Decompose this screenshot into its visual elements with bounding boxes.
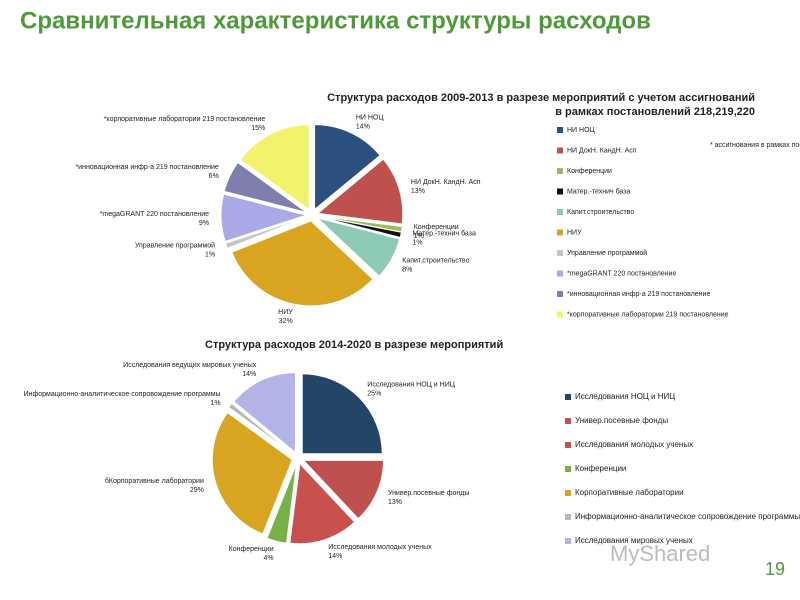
legend-swatch (557, 168, 563, 174)
legend-swatch (565, 466, 571, 472)
slice-label: Исследования ведущих мировых ученых (123, 362, 257, 369)
pie-slice (301, 373, 383, 455)
legend-label: Информационно-аналитическое сопровождени… (575, 512, 800, 521)
pie-slice (266, 463, 298, 544)
slice-label: НИУ (278, 309, 293, 316)
legend-label: *инновационная инфр-а 219 постановление (567, 291, 710, 298)
slice-value-label: 29% (190, 487, 204, 494)
pie-slice (227, 402, 294, 455)
slice-label: Конференции (229, 546, 274, 553)
slice-value-label: 13% (388, 499, 402, 506)
chart-title: Структура расходов 2009-2013 в разрезе м… (327, 92, 755, 104)
legend-label: Конференции (575, 464, 626, 473)
legend-swatch (557, 311, 563, 318)
slice-label: *megaGRANT 220 постановление (100, 211, 209, 218)
annotation: * ассигнования в рамках постановлений (710, 141, 800, 149)
slice-value-label: 8% (402, 266, 412, 273)
legend-swatch (557, 270, 563, 277)
slice-label: бКорпоративные лаборатории (105, 477, 204, 485)
legend-label: НИ ДокН. КандН. Асп (567, 147, 637, 154)
legend-swatch (557, 127, 563, 133)
slice-label: НИ НОЦ (356, 115, 385, 122)
slice-label: НИ ДокН. КандН. Асп (411, 179, 481, 186)
slice-label: Информационно-аналитическое сопровождени… (24, 391, 221, 398)
slice-value-label: 13% (411, 188, 425, 195)
pie-slice (316, 217, 401, 277)
legend-label: *корпоративные лаборатории 219 постановл… (567, 310, 729, 318)
legend-label: НИУ (567, 229, 582, 236)
legend-label: НИ НОЦ (567, 127, 596, 134)
chart-title: в рамках постановлений 218,219,220 (555, 106, 755, 118)
slide-number: 19 (765, 559, 785, 579)
watermark: MyShared (610, 541, 710, 566)
legend-swatch (565, 514, 571, 520)
legend-label: *megaGRANT 220 постановление (567, 270, 676, 277)
pie-slice (233, 372, 296, 454)
slice-value-label: 14% (328, 553, 342, 560)
slice-value-label: 9% (199, 220, 209, 227)
slice-label: Универ.посевные фонды (388, 490, 469, 497)
slice-value-label: 32% (279, 318, 293, 325)
slice-label: *корпоративные лаборатории 219 постановл… (104, 115, 266, 123)
legend-label: Универ.посевные фонды (575, 416, 668, 425)
slice-label: Управление программой (135, 242, 215, 250)
slice-value-label: 1% (414, 233, 424, 240)
pie-slice (302, 459, 385, 520)
legend-swatch (565, 418, 571, 424)
slice-value-label: 25% (367, 391, 381, 398)
pie-slice (224, 216, 307, 249)
pie-slice (223, 161, 307, 213)
slice-label: *инновационная инфр-а 219 постановление (75, 164, 218, 171)
legend-swatch (565, 394, 571, 400)
legend-label: Матер.-технич база (567, 187, 630, 195)
legend-label: Исследования НОЦ и НИЦ (575, 392, 675, 401)
pie-slice (316, 158, 404, 225)
chart-title: Структура расходов 2014-2020 в разрезе м… (205, 339, 503, 351)
pie-slice (314, 124, 381, 211)
slice-value-label: 1% (205, 252, 215, 259)
pie-slice (289, 462, 356, 545)
legend-label: Конференции (567, 168, 612, 175)
legend-swatch (557, 250, 563, 256)
slice-value-label: 14% (242, 371, 256, 378)
pie-slice (239, 124, 310, 211)
pie-slice (231, 220, 374, 307)
legend-swatch (557, 229, 563, 236)
legend-label: Исследования мировых ученых (575, 536, 693, 545)
legend-label: Исследования молодых ученых (575, 440, 693, 449)
legend-label: Управление программой (567, 249, 647, 257)
legend-swatch (557, 291, 563, 297)
slice-value-label: 1% (210, 400, 220, 407)
slice-label: Исследования НОЦ и НИЦ (367, 382, 455, 389)
slice-label: Капит.строительство (402, 257, 469, 264)
pie-slice (317, 215, 402, 239)
legend-swatch (557, 147, 563, 154)
slide-title: Сравнительная характеристика структуры р… (20, 7, 651, 34)
slice-label: Матер.-технич база (413, 229, 476, 237)
slice-value-label: 6% (209, 173, 219, 180)
legend-swatch (557, 209, 563, 215)
pie-slice (220, 193, 308, 243)
legend-swatch (557, 188, 563, 195)
pie-slice (211, 411, 293, 535)
slice-label: Конференции (414, 224, 459, 231)
legend-label: Капит.строительство (567, 209, 634, 216)
slice-label: Исследования молодых ученых (328, 544, 432, 551)
slice-value-label: 4% (264, 555, 274, 562)
legend-swatch (565, 538, 571, 544)
slice-value-label: 14% (356, 124, 370, 131)
legend-swatch (565, 490, 571, 496)
slice-value-label: 15% (251, 125, 265, 132)
legend-swatch (565, 442, 571, 448)
slice-value-label: 1% (413, 239, 423, 246)
legend-label: Корпоративные лаборатории (575, 488, 684, 497)
